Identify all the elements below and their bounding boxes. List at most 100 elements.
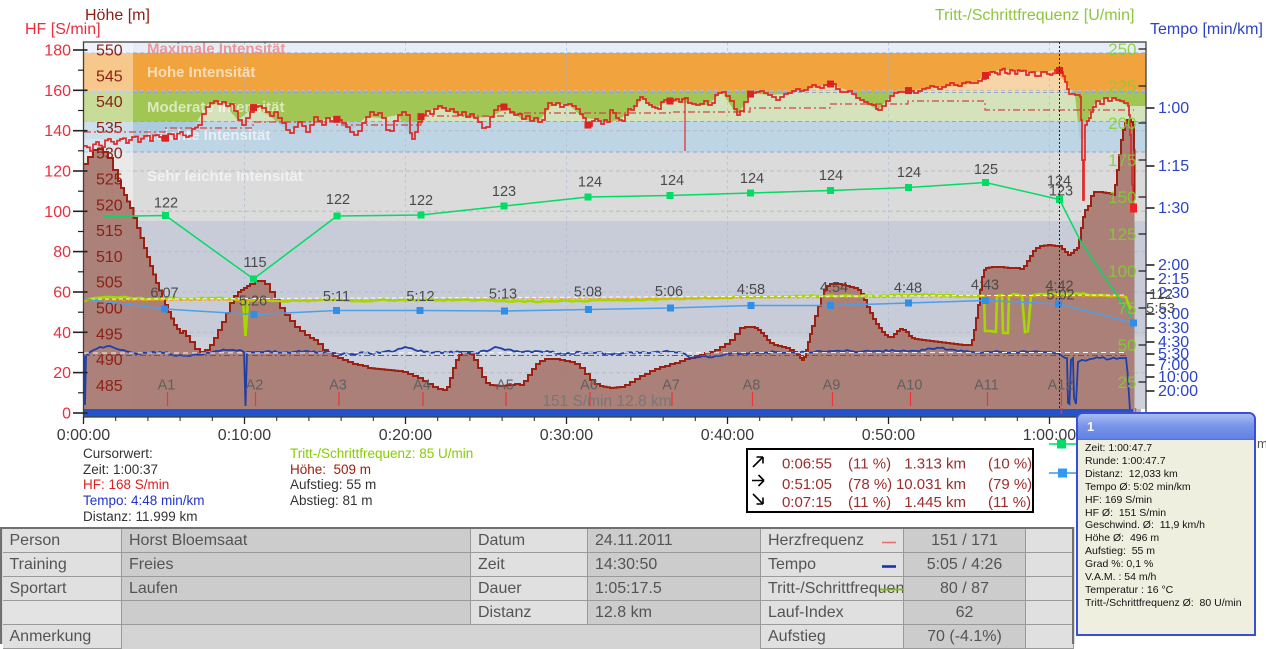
svg-text:124: 124 (740, 171, 764, 187)
svg-text:5:11: 5:11 (323, 289, 350, 305)
svg-text:A6: A6 (580, 378, 598, 394)
svg-text:5:02: 5:02 (1046, 288, 1074, 304)
svg-text:5:30: 5:30 (1158, 346, 1189, 363)
svg-text:A4: A4 (413, 378, 431, 394)
svg-text:0:40:00: 0:40:00 (701, 427, 754, 444)
svg-text:1:00: 1:00 (1158, 100, 1189, 117)
svg-text:5:13: 5:13 (489, 287, 517, 303)
svg-text:4:43: 4:43 (971, 278, 999, 294)
svg-text:(11 %): (11 %) (848, 494, 891, 511)
svg-text:120: 120 (44, 164, 71, 181)
svg-text:122: 122 (326, 192, 350, 208)
svg-text:1.313 km: 1.313 km (904, 456, 966, 473)
svg-text:(10 %): (10 %) (988, 456, 1032, 473)
svg-text:525: 525 (96, 172, 123, 189)
svg-text:Sehr leichte Intensität: Sehr leichte Intensität (147, 168, 303, 185)
svg-text:0:00:00: 0:00:00 (57, 427, 110, 444)
svg-text:A2: A2 (246, 378, 264, 394)
svg-text:180: 180 (44, 43, 71, 60)
svg-text:10:00: 10:00 (1158, 369, 1198, 386)
svg-text:80: 80 (53, 244, 71, 261)
svg-text:550: 550 (96, 43, 123, 60)
svg-text:545: 545 (96, 68, 123, 85)
svg-text:0: 0 (62, 406, 71, 423)
svg-text:A11: A11 (974, 378, 999, 394)
svg-text:A8: A8 (743, 378, 761, 394)
svg-text:495: 495 (96, 326, 123, 343)
svg-text:125: 125 (1108, 225, 1136, 244)
svg-text:100: 100 (1108, 262, 1136, 281)
svg-text:A7: A7 (662, 378, 680, 394)
svg-text:1.445 km: 1.445 km (904, 494, 966, 511)
svg-text:530: 530 (96, 146, 123, 163)
svg-text:A12: A12 (1048, 378, 1074, 394)
svg-text:4:58: 4:58 (737, 282, 765, 298)
svg-text:5:53: 5:53 (1146, 300, 1175, 317)
svg-text:6:07: 6:07 (150, 286, 178, 302)
svg-text:122: 122 (154, 196, 178, 212)
svg-text:A9: A9 (823, 378, 841, 394)
svg-text:4:54: 4:54 (820, 280, 848, 296)
svg-text:(79 %): (79 %) (988, 476, 1032, 493)
svg-text:140: 140 (44, 123, 71, 140)
svg-text:123: 123 (1049, 184, 1073, 200)
svg-text:m: m (1257, 436, 1266, 451)
svg-text:515: 515 (96, 223, 123, 240)
svg-text:5:12: 5:12 (406, 289, 434, 305)
svg-text:505: 505 (96, 275, 123, 292)
svg-text:5:08: 5:08 (574, 285, 602, 301)
svg-text:510: 510 (96, 249, 123, 266)
svg-text:5:26: 5:26 (239, 294, 267, 310)
svg-text:115: 115 (243, 255, 266, 271)
svg-text:1:00:00: 1:00:00 (1023, 427, 1076, 444)
svg-text:(78 %): (78 %) (848, 476, 892, 493)
svg-text:1:30: 1:30 (1158, 200, 1189, 217)
svg-text:5:06: 5:06 (655, 284, 683, 300)
svg-text:124: 124 (578, 175, 602, 191)
svg-text:200: 200 (1108, 114, 1136, 133)
svg-text:225: 225 (1108, 77, 1136, 96)
svg-text:Hohe Intensität: Hohe Intensität (147, 64, 255, 81)
svg-text:490: 490 (96, 352, 123, 369)
svg-text:20: 20 (53, 365, 71, 382)
svg-text:2:00: 2:00 (1158, 257, 1189, 274)
svg-text:124: 124 (660, 173, 684, 189)
svg-text:A10: A10 (897, 378, 923, 394)
svg-text:0:10:00: 0:10:00 (218, 427, 271, 444)
svg-text:3:00: 3:00 (1158, 306, 1189, 323)
svg-text:151 S/min 12.8 km: 151 S/min 12.8 km (542, 393, 671, 410)
svg-text:A1: A1 (158, 378, 176, 394)
svg-text:540: 540 (96, 94, 123, 111)
svg-text:75: 75 (1118, 299, 1137, 318)
svg-text:60: 60 (53, 285, 71, 302)
svg-text:124: 124 (819, 168, 843, 184)
svg-text:160: 160 (44, 83, 71, 100)
svg-text:1:15: 1:15 (1158, 158, 1189, 175)
svg-text:0:50:00: 0:50:00 (862, 427, 915, 444)
svg-text:7:00: 7:00 (1158, 357, 1189, 374)
svg-text:2:15: 2:15 (1158, 271, 1189, 288)
svg-text:Maximale Intensität: Maximale Intensität (147, 41, 285, 58)
svg-text:500: 500 (96, 301, 123, 318)
svg-text:(11 %): (11 %) (848, 456, 891, 473)
svg-text:25: 25 (1118, 373, 1137, 392)
svg-text:125: 125 (974, 162, 998, 178)
svg-text:A5: A5 (496, 378, 514, 394)
svg-text:0:07:15: 0:07:15 (782, 494, 832, 511)
svg-text:50: 50 (1118, 336, 1137, 355)
svg-text:2:30: 2:30 (1158, 285, 1189, 302)
svg-text:(11 %): (11 %) (988, 494, 1031, 511)
svg-text:A3: A3 (329, 378, 347, 394)
svg-text:4:30: 4:30 (1158, 334, 1189, 351)
svg-text:485: 485 (96, 378, 123, 395)
svg-text:0:51:05: 0:51:05 (782, 476, 832, 493)
svg-text:0:30:00: 0:30:00 (540, 427, 593, 444)
svg-text:10.031 km: 10.031 km (896, 476, 966, 493)
svg-text:0:20:00: 0:20:00 (379, 427, 432, 444)
svg-text:40: 40 (53, 325, 71, 342)
svg-text:122: 122 (409, 193, 433, 209)
svg-text:123: 123 (492, 184, 516, 200)
svg-text:124: 124 (1047, 174, 1071, 190)
svg-text:124: 124 (897, 165, 921, 181)
svg-text:520: 520 (96, 197, 123, 214)
